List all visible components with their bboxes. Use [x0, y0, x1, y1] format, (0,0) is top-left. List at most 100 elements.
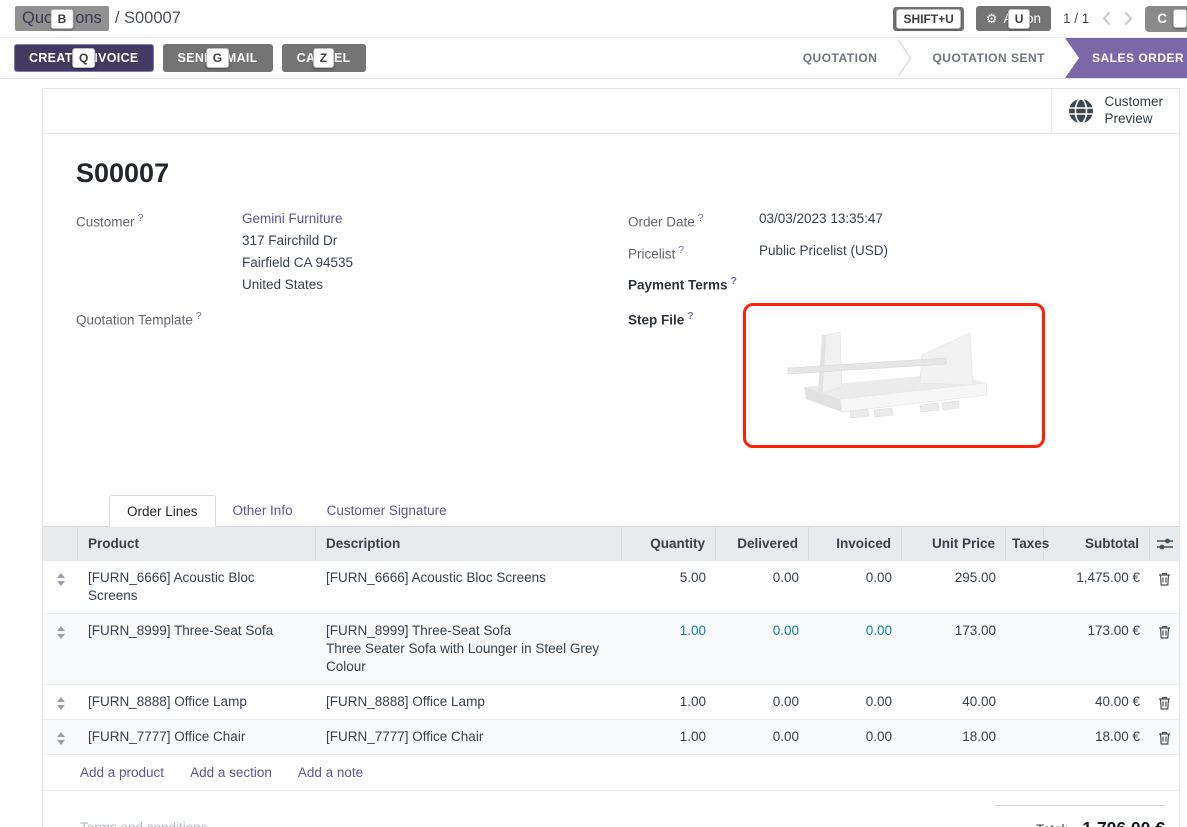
header-subtotal[interactable]: Subtotal — [1044, 526, 1150, 561]
add-a-note-link[interactable]: Add a note — [297, 764, 364, 780]
cell-quantity[interactable]: 1.00 — [679, 728, 706, 744]
pager-value: 1 / 1 — [1062, 11, 1090, 26]
cell-unit-price[interactable]: 295.00 — [954, 569, 996, 585]
pager-previous-icon[interactable] — [1102, 11, 1111, 26]
cell-unit-price[interactable]: 173.00 — [954, 622, 996, 638]
table-header-row: Product Description Quantity Delivered I… — [43, 526, 1179, 561]
header-taxes[interactable]: Taxes — [1006, 526, 1049, 561]
tab-order-lines[interactable]: Order Lines — [109, 494, 216, 527]
drag-handle-icon[interactable] — [43, 561, 78, 613]
cell-quantity[interactable]: 5.00 — [679, 569, 706, 585]
customer-link[interactable]: Gemini Furniture — [242, 211, 343, 226]
drag-handle-icon[interactable] — [43, 720, 78, 754]
field-order-date: Order Date? 03/03/2023 13:35:47 — [628, 211, 1179, 230]
cell-description[interactable]: [FURN_6666] Acoustic Bloc Screens — [326, 569, 546, 585]
cell-taxes[interactable] — [1006, 561, 1044, 613]
table-row: [FURN_8999] Three-Seat Sofa [FURN_8999] … — [43, 613, 1179, 685]
help-question-mark: ? — [697, 212, 704, 224]
step-file-preview[interactable] — [743, 302, 1045, 448]
cell-delivered[interactable]: 0.00 — [772, 569, 799, 585]
cell-subtotal[interactable]: 173.00 € — [1087, 622, 1140, 638]
order-date-value[interactable]: 03/03/2023 13:35:47 — [759, 211, 883, 226]
hotkey-badge-create-invoice: Q — [71, 48, 96, 68]
cell-invoiced[interactable]: 0.00 — [865, 622, 892, 638]
total-block: Total: 1,706.00 € — [995, 804, 1165, 827]
sheet-body: S00007 Customer? Gemini Furniture 317 Fa… — [43, 158, 1179, 527]
cell-description[interactable]: [FURN_8888] Office Lamp — [326, 693, 485, 709]
optional-columns-icon[interactable] — [1150, 527, 1179, 561]
cell-description[interactable]: [FURN_8999] Three-Seat Sofa Three Seater… — [326, 622, 600, 674]
cell-taxes[interactable] — [1006, 685, 1044, 719]
header-quantity[interactable]: Quantity — [622, 526, 716, 561]
breadcrumb-current: / S00007 — [114, 9, 181, 27]
order-date-label: Order Date? — [628, 212, 704, 230]
cell-delivered[interactable]: 0.00 — [772, 728, 799, 744]
delete-row-icon[interactable] — [1150, 561, 1179, 613]
cell-subtotal[interactable]: 40.00 € — [1094, 693, 1140, 709]
cell-product[interactable]: [FURN_8999] Three-Seat Sofa — [88, 622, 274, 638]
payment-terms-value[interactable] — [743, 274, 759, 293]
hotkey-badge-action: U — [1007, 8, 1031, 29]
cell-product[interactable]: [FURN_7777] Office Chair — [88, 728, 246, 744]
cell-taxes[interactable] — [1006, 614, 1044, 684]
cell-quantity[interactable]: 1.00 — [679, 693, 706, 709]
create-invoice-button[interactable]: CREATE INVOICE Q — [14, 44, 154, 72]
cell-unit-price[interactable]: 40.00 — [962, 693, 996, 709]
pager-next-icon[interactable] — [1124, 11, 1133, 26]
add-a-section-link[interactable]: Add a section — [190, 764, 272, 780]
cell-delivered[interactable]: 0.00 — [772, 693, 799, 709]
status-step-quotation[interactable]: QUOTATION — [802, 51, 878, 65]
delete-row-icon[interactable] — [1150, 720, 1179, 754]
drag-handle-icon[interactable] — [43, 685, 78, 719]
cell-taxes[interactable] — [1006, 720, 1044, 754]
total-value: 1,706.00 € — [1082, 818, 1165, 827]
cell-invoiced[interactable]: 0.00 — [865, 569, 892, 585]
header-product[interactable]: Product — [78, 526, 316, 561]
cell-invoiced[interactable]: 0.00 — [865, 728, 892, 744]
delete-row-icon[interactable] — [1150, 614, 1179, 684]
breadcrumb-quotations[interactable]: Quotations B — [15, 6, 109, 31]
header-invoiced[interactable]: Invoiced — [809, 526, 902, 561]
cancel-button[interactable]: CANCEL Z — [281, 44, 366, 72]
field-quotation-template: Quotation Template? — [76, 309, 628, 328]
record-title: S00007 — [76, 158, 170, 188]
cell-delivered[interactable]: 0.00 — [772, 622, 799, 638]
header-delivered[interactable]: Delivered — [716, 526, 809, 561]
cell-subtotal[interactable]: 1,475.00 € — [1076, 569, 1140, 585]
hotkey-badge-cancel: Z — [312, 48, 335, 68]
customer-label: Customer? — [76, 212, 144, 230]
new-button[interactable]: SHIFT+U — [893, 6, 964, 31]
status-step-sales-order[interactable]: SALES ORDER — [1065, 38, 1187, 78]
delete-row-icon[interactable] — [1150, 685, 1179, 719]
control-panel: CREATE INVOICE Q SEND EMAIL G CANCEL Z Q… — [0, 38, 1187, 79]
tab-other-info[interactable]: Other Info — [232, 502, 293, 518]
send-email-button[interactable]: SEND EMAIL G — [162, 44, 273, 72]
sheet-button-strip: Customer Preview — [43, 89, 1179, 134]
edge-cutoff-button[interactable]: C — [1145, 5, 1187, 32]
tab-customer-signature[interactable]: Customer Signature — [326, 502, 447, 518]
cell-quantity[interactable]: 1.00 — [679, 622, 706, 638]
customer-value: Gemini Furniture 317 Fairchild Dr Fairfi… — [226, 211, 353, 296]
cell-product[interactable]: [FURN_6666] Acoustic Bloc Screens — [88, 569, 255, 603]
header-description[interactable]: Description — [316, 526, 622, 561]
cell-subtotal[interactable]: 18.00 € — [1094, 728, 1140, 744]
field-column-left: Customer? Gemini Furniture 317 Fairchild… — [76, 211, 628, 461]
drag-handle-icon[interactable] — [43, 614, 78, 684]
header-unit-price[interactable]: Unit Price — [902, 526, 1006, 561]
cell-product[interactable]: [FURN_8888] Office Lamp — [88, 693, 247, 709]
terms-and-conditions-placeholder[interactable]: Terms and conditions... — [80, 819, 219, 827]
customer-address: 317 Fairchild Dr Fairfield CA 94535 Unit… — [242, 233, 354, 292]
status-step-quotation-sent[interactable]: QUOTATION SENT — [932, 51, 1045, 65]
add-a-product-link[interactable]: Add a product — [80, 764, 165, 780]
cell-unit-price[interactable]: 18.00 — [962, 728, 996, 744]
action-menu-button[interactable]: ⚙ Action U — [975, 6, 1051, 31]
customer-preview-button[interactable]: Customer Preview — [1051, 89, 1179, 133]
hotkey-badge-breadcrumb: B — [50, 8, 74, 29]
quotation-template-label: Quotation Template? — [76, 309, 202, 328]
cell-description[interactable]: [FURN_7777] Office Chair — [326, 728, 484, 744]
quotation-template-value[interactable] — [202, 309, 218, 328]
pricelist-value[interactable]: Public Pricelist (USD) — [759, 242, 889, 258]
help-question-mark: ? — [137, 212, 144, 224]
order-summary: Terms and conditions... Total: 1,706.00 … — [43, 791, 1179, 827]
cell-invoiced[interactable]: 0.00 — [865, 693, 892, 709]
